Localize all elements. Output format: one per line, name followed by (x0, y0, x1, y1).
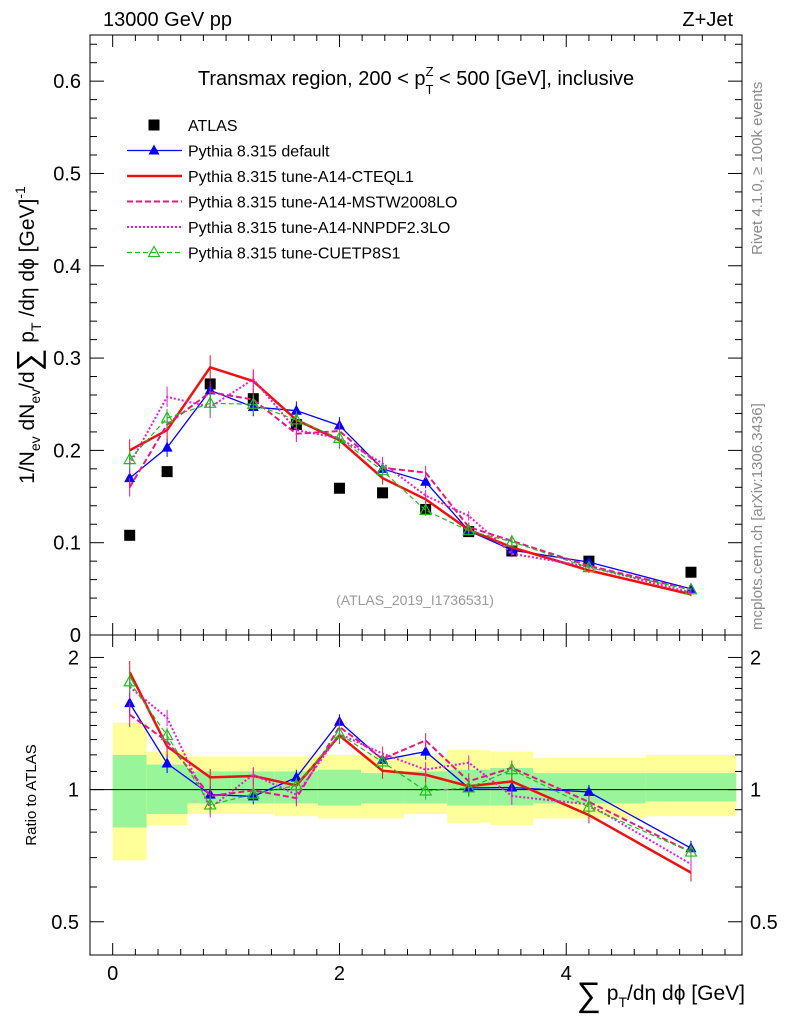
chart-series (123, 355, 698, 597)
header-process-label: Z+Jet (682, 9, 733, 31)
ratio-marker (203, 797, 217, 810)
ratio-marker (161, 757, 173, 768)
legend-label: ATLAS (188, 118, 238, 135)
ratio-band-green (317, 769, 362, 806)
series-marker (203, 396, 217, 408)
x-tick-label: 4 (561, 963, 572, 985)
series-marker (290, 404, 302, 415)
series-marker (505, 534, 519, 547)
chart-title: Transmax region, 200 < pZ T < 500 [GeV], … (198, 64, 634, 97)
ratio-marker (583, 786, 595, 797)
y-tick-label: 0.1 (53, 533, 81, 555)
mcplots-label: mcplots.cern.ch [arXiv:1306.3436] (749, 403, 766, 630)
ratio-plot-frame (89, 634, 743, 956)
y-tick-label: 0 (70, 625, 81, 647)
series-line (128, 391, 692, 591)
ratio-marker (290, 771, 302, 782)
x-tick-label: 0 (107, 963, 118, 985)
atlas-data-point (333, 482, 345, 494)
series-marker (685, 582, 697, 593)
series-marker (684, 582, 698, 595)
ratio-marker (332, 726, 346, 739)
series-marker (123, 452, 137, 465)
series-marker (160, 410, 174, 423)
ratio-marker (419, 783, 433, 796)
rivet-version-label: Rivet 4.1.0, ≥ 100k events (749, 82, 766, 255)
ratio-line (128, 671, 692, 874)
ratio-marker (505, 762, 519, 775)
series-marker (332, 431, 346, 443)
y-tick-label: 0.3 (53, 348, 81, 370)
legend-marker-atlas (148, 119, 160, 131)
series-marker (420, 475, 432, 486)
analysis-id: (ATLAS_2019_I1736531) (336, 592, 494, 608)
y-tick-label: 0.6 (53, 71, 81, 93)
ratio-band-green (645, 773, 737, 802)
ratio-marker (160, 728, 174, 741)
y-tick-label: 0.5 (53, 163, 81, 185)
ratio-marker (289, 778, 303, 791)
ratio-tick-label-right: 2 (750, 647, 761, 669)
ratio-marker (462, 780, 476, 793)
ratio-band-green (112, 754, 147, 828)
y-tick-label: 0.2 (53, 440, 81, 462)
ratio-marker (684, 844, 698, 857)
ratio-line (129, 713, 692, 853)
atlas-data-point (685, 566, 697, 578)
ratio-line (129, 681, 692, 853)
legend-label: Pythia 8.315 tune-CUETP8S1 (188, 246, 401, 263)
series-marker (161, 441, 173, 452)
ratio-tick-label-left: 1 (68, 780, 79, 802)
ratio-uncertainty-bands (90, 722, 742, 861)
atlas-data-point (161, 466, 173, 478)
ratio-marker (582, 799, 596, 812)
series-line (129, 402, 692, 591)
series-marker (419, 503, 433, 515)
series-marker (289, 412, 303, 425)
atlas-data-point (124, 529, 136, 541)
series-line (128, 377, 692, 594)
series-line (129, 365, 692, 596)
ratio-tick-label-left: 2 (68, 647, 79, 669)
y-axis-label: 1/Nev dNev/d∑ pT /dη dϕ [GeV]-1 (10, 186, 46, 484)
ratio-line (129, 686, 692, 865)
series-marker (462, 523, 476, 536)
series-marker (246, 396, 260, 409)
ratio-marker (420, 745, 432, 756)
axis-ticks: 0 2 400.10.20.30.40.50.60.5 0.51 12 2 (51, 35, 778, 985)
y-tick-label: 0.4 (53, 256, 81, 278)
series-marker (124, 472, 136, 483)
legend: ATLAS Pythia 8.315 default Pythia 8.315 tu… (127, 118, 457, 263)
series-marker (376, 463, 390, 476)
legend-label: Pythia 8.315 tune-A14-CTEQL1 (188, 169, 414, 186)
ratio-tick-label-left: 0.5 (51, 912, 79, 934)
ratio-tick-label-right: 1 (750, 780, 761, 802)
ratio-series (123, 661, 698, 882)
svg-text:1/Nev dNev/d∑ pT /dη dϕ [GeV]: 1/Nev dNev/d∑ pT /dη dϕ [GeV]-1 (10, 186, 46, 484)
legend-marker (148, 144, 160, 155)
series-marker (582, 560, 596, 573)
x-tick-label: 2 (334, 963, 345, 985)
ratio-tick-label-right: 0.5 (750, 912, 778, 934)
atlas-data-point (377, 487, 389, 499)
ratio-marker (124, 697, 136, 708)
series-line (129, 389, 692, 590)
x-axis-label: ∑ pT/dη dϕ [GeV] (577, 976, 745, 1014)
ratio-marker (376, 754, 390, 767)
legend-marker (147, 245, 161, 258)
legend-label: Pythia 8.315 tune-A14-MSTW2008LO (188, 195, 457, 212)
legend-label: Pythia 8.315 tune-A14-NNPDF2.3LO (188, 220, 450, 237)
header-energy-label: 13000 GeV pp (103, 9, 232, 31)
ratio-y-label: Ratio to ATLAS (23, 744, 40, 845)
legend-label: Pythia 8.315 default (188, 144, 330, 161)
svg-text:∑ pT/dη dϕ [GeV]: ∑ pT/dη dϕ [GeV] (577, 976, 745, 1014)
ratio-marker (123, 674, 137, 687)
ratio-marker (246, 786, 260, 799)
